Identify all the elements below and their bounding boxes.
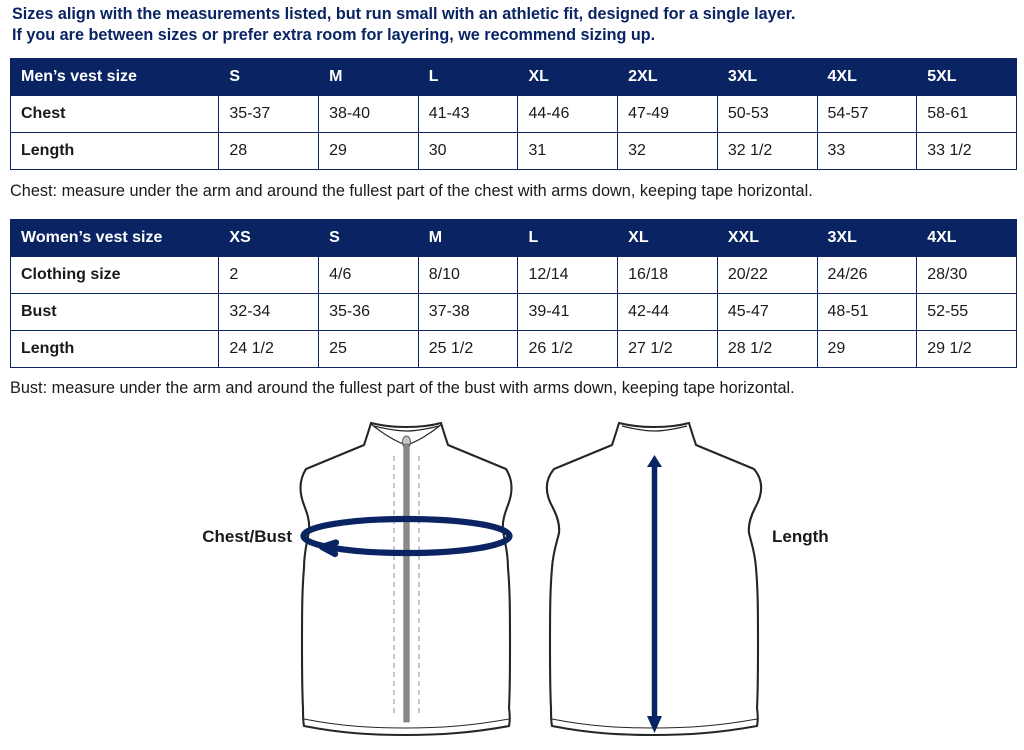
svg-text:Chest/Bust: Chest/Bust [202,527,292,546]
svg-text:Length: Length [772,527,829,546]
